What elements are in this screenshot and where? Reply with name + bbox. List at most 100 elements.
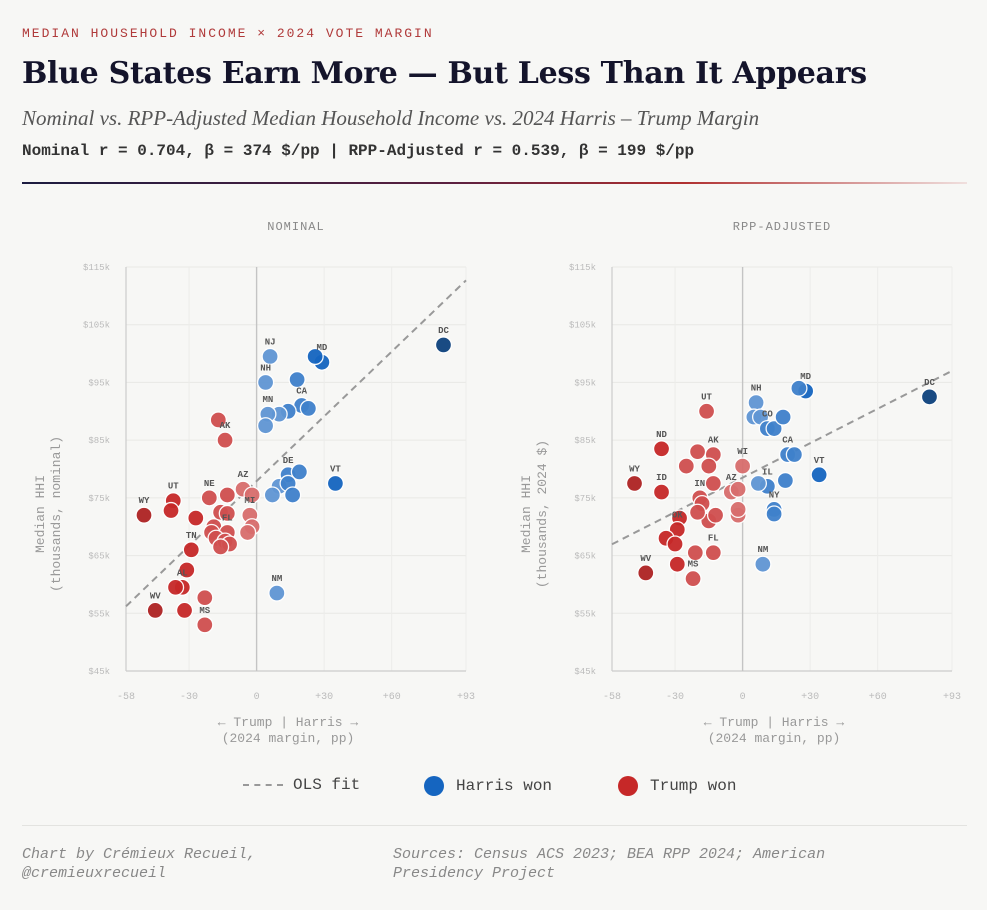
data-point (434, 336, 453, 354)
point-label: MN (262, 395, 273, 405)
data-point (765, 419, 783, 438)
data-point (677, 457, 695, 475)
y-axis-sublabel: (thousands, nominal) (49, 436, 64, 592)
data-point (288, 370, 306, 389)
point-label: WI (737, 447, 748, 457)
y-axis-label: Median HHI (519, 475, 534, 553)
page-subtitle: Nominal vs. RPP-Adjusted Median Househol… (22, 106, 760, 130)
y-axis-label: Median HHI (33, 475, 48, 553)
point-label: WY (139, 496, 150, 506)
point-label: DC (924, 378, 935, 388)
data-point (209, 411, 227, 429)
x-tick-label: +30 (801, 692, 819, 703)
y-tick-label: $65k (88, 552, 110, 562)
point-label: NJ (265, 337, 276, 347)
data-point (625, 474, 644, 493)
data-point (785, 445, 804, 464)
legend-label-ols: OLS fit (293, 776, 361, 794)
data-point (765, 505, 783, 523)
data-point (810, 466, 828, 484)
panel-title: RPP-ADJUSTED (733, 220, 831, 234)
data-point (747, 393, 765, 412)
scatter-charts: NOMINAL $45k $55k $65k $75k $85k $95k $105k $115… (33, 220, 961, 746)
point-label: UT (701, 392, 712, 402)
y-tick-label: $105k (83, 321, 110, 331)
credit-line-1: Chart by Crémieux Recueil, (22, 846, 257, 863)
y-tick-label: $95k (88, 378, 110, 388)
data-point (666, 535, 684, 553)
y-tick-label: $75k (88, 494, 110, 504)
point-label: WY (629, 464, 640, 474)
data-point (283, 486, 302, 504)
data-point (706, 506, 725, 524)
y-tick-label: $85k (88, 436, 110, 446)
data-point (146, 601, 164, 620)
chart-kicker: MEDIAN HOUSEHOLD INCOME × 2024 VOTE MARG… (22, 26, 434, 41)
data-point (774, 408, 792, 426)
x-tick-label: -58 (603, 692, 621, 703)
point-label: IN (694, 479, 705, 489)
point-label: AK (708, 436, 719, 446)
data-point (268, 584, 286, 602)
point-label: MD (316, 343, 327, 353)
x-tick-label: -30 (666, 692, 684, 703)
footer-divider (22, 825, 967, 826)
point-label: NH (751, 384, 762, 394)
x-tick-label: +93 (457, 692, 475, 703)
point-label: MS (688, 560, 699, 570)
legend-item-ols: OLS fit (243, 776, 360, 794)
point-label: CA (782, 436, 793, 446)
y-tick-label: $105k (569, 321, 596, 331)
y-tick-label: $55k (574, 609, 596, 619)
data-point (196, 589, 214, 607)
point-label: NY (769, 490, 780, 500)
point-label: FL (708, 534, 719, 544)
chart-panel-rpp: RPP-ADJUSTED $45k $55k $65k $75k $85k $95k $105… (519, 220, 961, 746)
y-tick-label: $115k (83, 263, 110, 273)
data-point (218, 504, 236, 523)
panel-title: NOMINAL (267, 220, 324, 234)
data-point (306, 347, 324, 366)
data-point (182, 541, 200, 559)
data-point (686, 544, 704, 562)
data-point (688, 503, 707, 521)
point-label: NE (204, 479, 215, 489)
chart-sources: Sources: Census ACS 2023; BEA RPP 2024; … (393, 845, 825, 883)
point-label: FL (222, 513, 233, 523)
data-point (697, 402, 716, 420)
data-point (920, 388, 939, 406)
trump-dot-icon (618, 776, 638, 796)
credit-line-2: @cremieuxrecueil (22, 865, 167, 882)
data-point (135, 506, 153, 524)
point-label: OK (672, 511, 683, 521)
data-point (326, 474, 345, 493)
data-point (216, 431, 234, 449)
x-tick-label: +60 (383, 692, 401, 703)
data-point (704, 544, 722, 562)
point-label: NM (271, 574, 282, 584)
x-tick-label: +93 (943, 692, 961, 703)
data-point (637, 564, 655, 582)
point-label: AK (220, 421, 231, 431)
data-point (729, 500, 747, 519)
point-label: WV (150, 591, 161, 601)
data-point (261, 347, 279, 366)
data-point (704, 474, 722, 493)
legend-item-trump: Trump won (618, 776, 736, 796)
ols-fit-line (125, 279, 467, 608)
point-label: ID (656, 473, 667, 483)
dashed-line-icon (243, 784, 283, 786)
data-point (668, 555, 686, 573)
x-tick-label: 0 (254, 692, 260, 703)
data-point (776, 471, 795, 490)
legend-label-harris: Harris won (456, 777, 553, 795)
point-label: TN (186, 531, 197, 541)
legend-item-harris: Harris won (424, 776, 552, 796)
x-axis-sublabel: (2024 margin, pp) (222, 731, 355, 746)
ols-fit-line (611, 369, 953, 546)
point-label: IL (762, 467, 773, 477)
chart-panel-nominal: NOMINAL $45k $55k $65k $75k $85k $95k $105k $115… (33, 220, 475, 746)
header-divider (22, 182, 967, 184)
y-tick-label: $95k (574, 378, 596, 388)
chart-legend: OLS fit Harris won Trump won (0, 776, 987, 800)
